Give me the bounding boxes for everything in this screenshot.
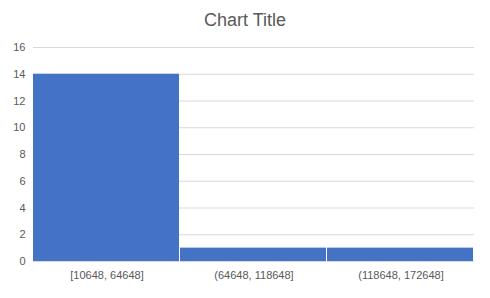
svg-text:[10648, 64648]: [10648, 64648] (70, 269, 143, 281)
svg-text:16: 16 (13, 41, 25, 53)
svg-text:8: 8 (19, 148, 25, 160)
svg-text:2: 2 (19, 228, 25, 240)
svg-text:14: 14 (13, 68, 25, 80)
svg-text:(64648, 118648]: (64648, 118648] (214, 269, 293, 281)
svg-text:6: 6 (19, 175, 25, 187)
svg-text:12: 12 (13, 95, 25, 107)
svg-text:4: 4 (19, 202, 25, 214)
html-text:Chart Title: Chart Title (204, 10, 286, 30)
svg-text:(118648, 172648]: (118648, 172648] (358, 269, 443, 281)
svg-text:10: 10 (13, 121, 25, 133)
svg-text:0: 0 (19, 255, 25, 267)
